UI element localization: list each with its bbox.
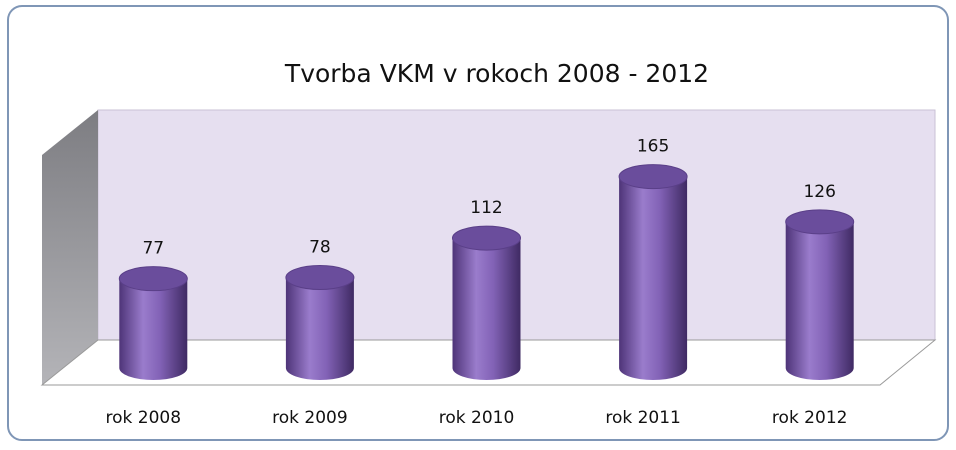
bar-top [118,266,188,292]
side-wall [42,110,98,385]
bar [785,221,854,380]
bar-top [452,225,521,251]
x-tick-label: rok 2010 [439,408,515,428]
data-label: 165 [637,137,669,157]
x-tick-label: rok 2011 [605,408,681,428]
data-label: 112 [470,198,502,218]
bars [118,164,855,380]
x-tick-label: rok 2012 [772,408,848,428]
data-label: 77 [142,239,164,259]
data-label: 78 [309,238,331,258]
x-tick-label: rok 2009 [272,408,348,428]
bar-top [618,164,688,190]
bar [119,278,188,380]
chart-title: Tvorba VKM v rokoch 2008 - 2012 [284,59,709,88]
bar [452,238,521,380]
bar-top [285,265,355,291]
bar-top [785,209,855,235]
bar [285,277,354,380]
bar [619,176,688,380]
x-tick-label: rok 2008 [106,408,182,428]
data-label: 126 [803,182,835,202]
